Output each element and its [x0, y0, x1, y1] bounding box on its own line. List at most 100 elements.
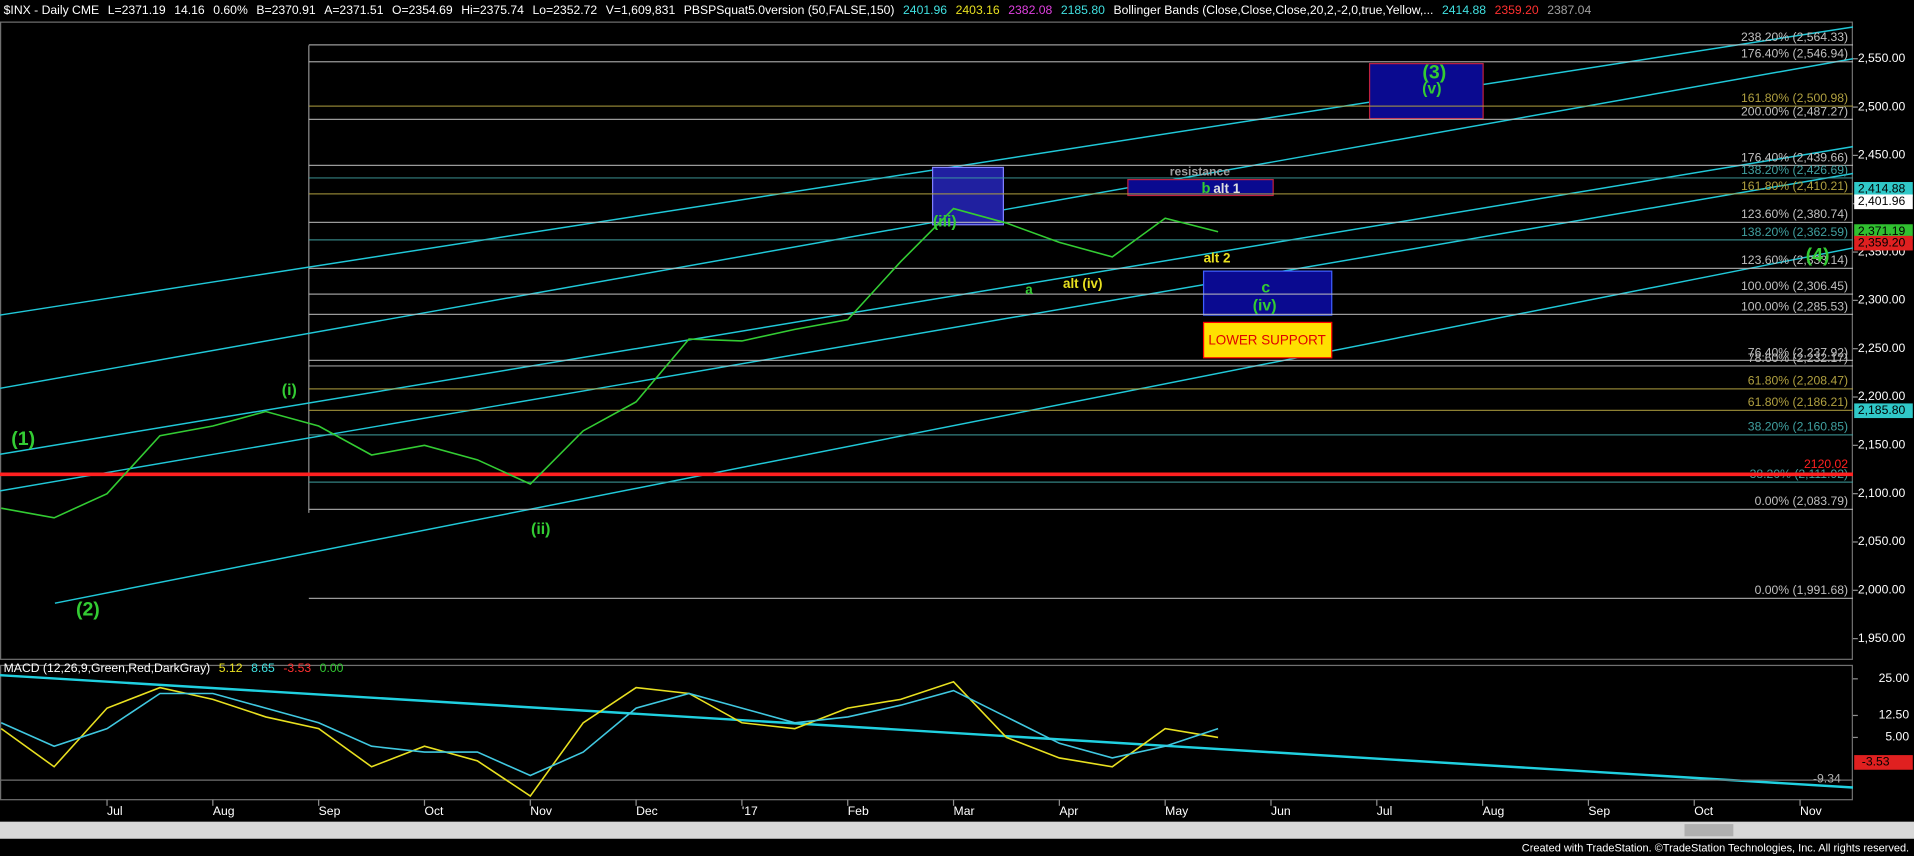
fib-label: 238.20% (2,564.33): [1741, 30, 1848, 44]
wave-label: (v): [1422, 80, 1441, 97]
wave-label: (i): [282, 382, 297, 399]
fib-label: 61.80% (2,208.47): [1748, 374, 1848, 388]
price-tag: [1854, 224, 1913, 239]
reference-label: 2120.02: [1804, 457, 1848, 471]
header-item: V=1,609,831: [606, 3, 676, 17]
header-item: 2185.80: [1061, 3, 1105, 17]
macd-reading: 5.12: [219, 661, 243, 675]
target-box: [1202, 270, 1333, 316]
fib-label: 123.60% (2,380.74): [1741, 207, 1848, 221]
x-tick-label: Sep: [319, 804, 341, 818]
header-item: 2359.20: [1495, 3, 1539, 17]
macd-tag-label: -9.34: [1813, 772, 1841, 786]
channel-line: [0, 172, 1854, 492]
wave-label: (4): [1806, 245, 1830, 267]
channel-line: [0, 145, 1854, 455]
macd-tag: [1854, 755, 1913, 770]
target-box: [1368, 63, 1484, 120]
fib-label: 0.00% (1,991.68): [1755, 583, 1849, 597]
macd-reading: 0.00: [320, 661, 344, 675]
fib-label: 200.00% (2,487.27): [1741, 104, 1848, 118]
macd-title: MACD (12,26,9,Green,Red,DarkGray) 5.12 8.6…: [4, 661, 344, 675]
x-tick-label: May: [1165, 804, 1189, 818]
header-item: Bollinger Bands (Close,Close,Close,20,2,…: [1113, 3, 1433, 17]
fib-label: 78.60% (2,232.17): [1748, 351, 1848, 365]
support-label: LOWER SUPPORT: [1208, 332, 1325, 347]
macd-reading: 8.65: [251, 661, 275, 675]
y-tick-label: 2,250.00: [1858, 341, 1906, 355]
header-item: 14.16: [174, 3, 205, 17]
wave-label: (ii): [531, 521, 550, 538]
fib-label: 161.80% (2,410.21): [1741, 179, 1848, 193]
wave-label: (iv): [1253, 298, 1277, 315]
macd-tag-label: -3.53: [1862, 755, 1890, 769]
price-tag: [1854, 403, 1913, 419]
fib-label: 161.80% (2,500.98): [1741, 91, 1848, 105]
y-tick-label: 2,550.00: [1858, 51, 1906, 65]
x-tick-label: Feb: [848, 804, 869, 818]
price-tag: [1854, 194, 1913, 210]
header-item: L=2371.19: [108, 3, 166, 17]
fib-label: 76.40% (2,237.92): [1748, 345, 1848, 359]
header-item: 2382.08: [1008, 3, 1052, 17]
price-tag-label: 2,185.80: [1858, 403, 1906, 417]
target-box: [1127, 178, 1274, 197]
macd-panel: [0, 664, 1853, 801]
macd-line: [0, 689, 1219, 777]
header-item: O=2354.69: [392, 3, 453, 17]
wave-label: alt 2: [1204, 250, 1231, 265]
fib-label: 38.20% (2,160.85): [1748, 420, 1848, 434]
fib-label: 61.80% (2,186.21): [1748, 395, 1848, 409]
fib-label: 176.40% (2,546.94): [1741, 47, 1848, 61]
y-tick-label: 2,100.00: [1858, 486, 1906, 500]
target-box: [931, 166, 1004, 226]
channel-line: [54, 247, 1854, 604]
header-item: 2403.16: [956, 3, 1000, 17]
wave-label: a: [1025, 282, 1033, 297]
y-tick-label: 2,000.00: [1858, 583, 1906, 597]
wave-label: (2): [76, 599, 100, 621]
header-item: 2387.04: [1547, 3, 1591, 17]
wave-label: alt (iv): [1063, 276, 1102, 291]
target-boxes: [931, 63, 1484, 359]
y-tick-label: 2,300.00: [1858, 293, 1906, 307]
y-tick-label: 12.50: [1879, 708, 1910, 722]
scrollbar[interactable]: [0, 821, 1914, 839]
x-tick-label: Mar: [954, 804, 975, 818]
header-item: A=2371.51: [324, 3, 384, 17]
wave-label: alt 1: [1213, 181, 1240, 196]
x-tick-label: Apr: [1059, 804, 1078, 818]
y-tick-label: 1,950.00: [1858, 631, 1906, 645]
price-tag: [1854, 182, 1913, 197]
price-tag-label: 2,401.96: [1858, 194, 1906, 208]
wave-label: resistance: [1170, 164, 1231, 178]
price-line: [1, 207, 1219, 519]
macd-name: MACD (12,26,9,Green,Red,DarkGray): [4, 661, 211, 675]
fib-label: 123.60% (2,333.14): [1741, 253, 1848, 267]
x-tick-label: Dec: [636, 804, 658, 818]
x-tick-label: Aug: [1483, 804, 1505, 818]
price-tag-label: 2,414.88: [1858, 182, 1906, 196]
wave-label: c: [1261, 279, 1270, 296]
macd-trendline: [0, 673, 1854, 789]
scroll-thumb[interactable]: [1684, 824, 1734, 837]
fib-label: 138.20% (2,362.59): [1741, 225, 1848, 239]
fib-label: 100.00% (2,285.53): [1741, 299, 1848, 313]
y-tick-label: 25.00: [1879, 671, 1910, 685]
x-tick-label: Aug: [213, 804, 235, 818]
x-tick-label: Nov: [530, 804, 553, 818]
x-tick-label: Jun: [1271, 804, 1291, 818]
price-panel: [0, 21, 1853, 660]
price-tag: [1854, 235, 1913, 251]
macd-line: [0, 680, 1219, 798]
support-box: [1202, 321, 1333, 359]
x-tick-label: Oct: [1694, 804, 1714, 818]
y-tick-label: 2,450.00: [1858, 148, 1906, 162]
fib-label: 100.00% (2,306.45): [1741, 279, 1848, 293]
channel-lines: [0, 26, 1854, 604]
price-tag-label: 2,359.20: [1858, 235, 1906, 249]
wave-label: b: [1202, 181, 1211, 197]
footer: Created with TradeStation. ©TradeStation…: [1522, 842, 1909, 854]
